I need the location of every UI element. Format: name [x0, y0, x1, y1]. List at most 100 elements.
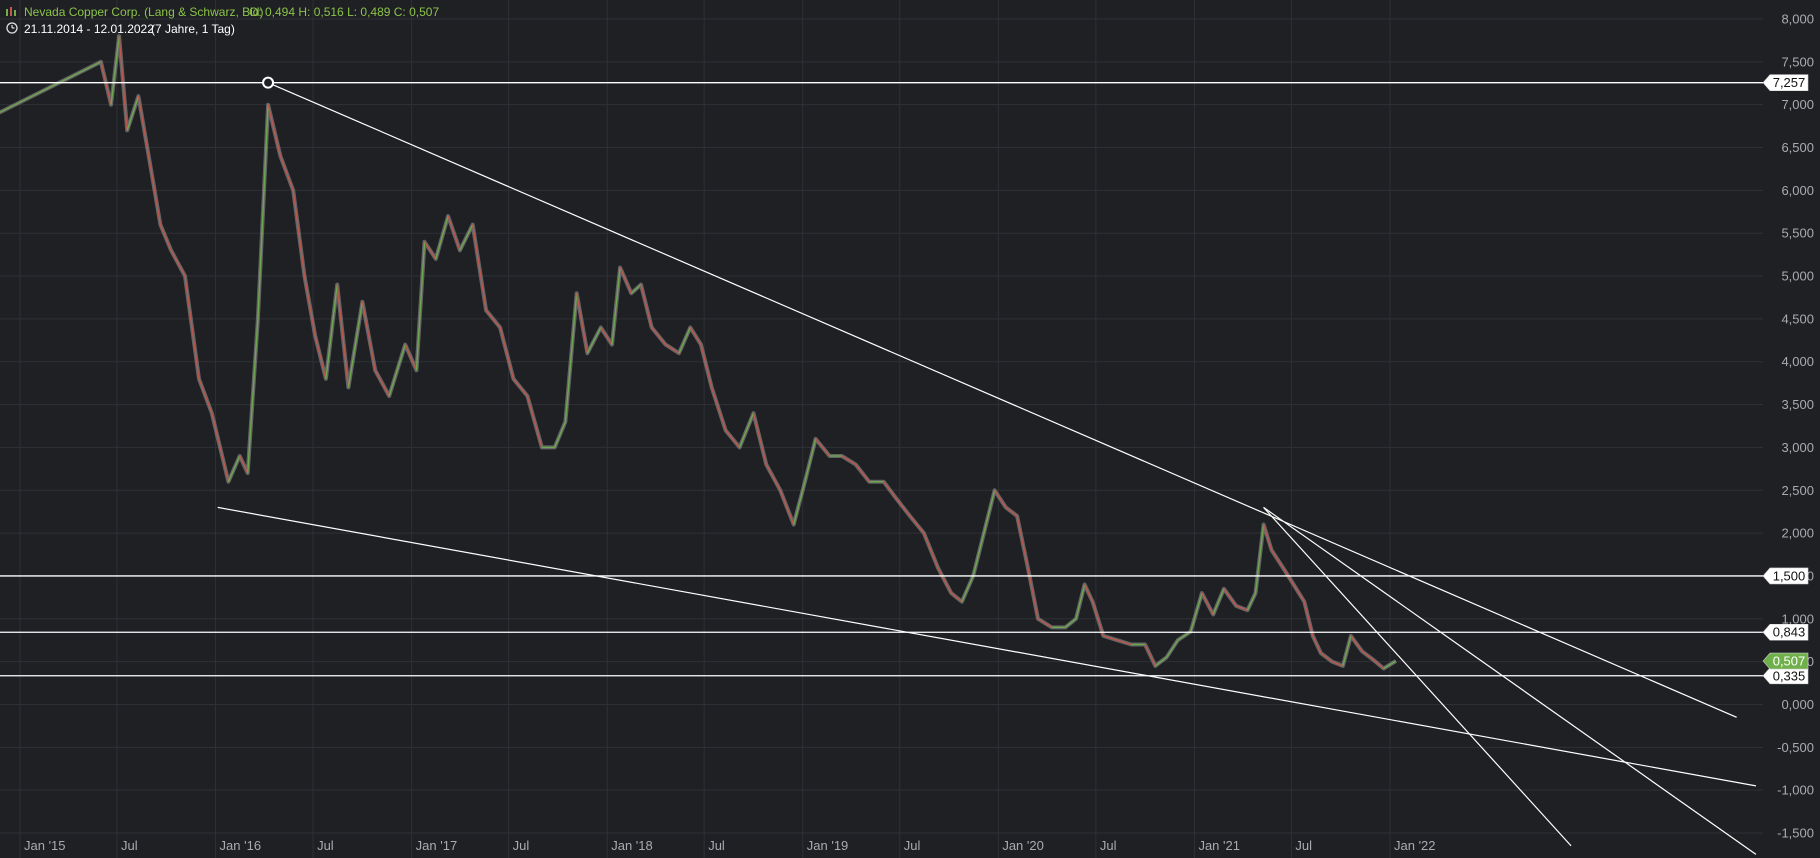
- x-axis[interactable]: Jan '15 Jul Jan '16 Jul Jan '17 Jul Jan '18 Jul…: [24, 838, 1436, 853]
- price-segment-down: [1144, 644, 1156, 667]
- price-segment-down: [361, 301, 376, 371]
- price-segment-down: [526, 395, 543, 448]
- trendline: [1263, 506, 1572, 847]
- level-tag-label: 1,500: [1773, 568, 1806, 583]
- price-segment-down: [883, 481, 898, 500]
- price-segment-up: [1064, 618, 1077, 628]
- ohlc-values: O: 0,494 H: 0,516 L: 0,489 C: 0,507: [249, 5, 439, 19]
- price-segment-up: [564, 293, 578, 422]
- price-segment-up: [126, 95, 140, 131]
- trendlines: [217, 76, 1757, 855]
- price-segment-down: [1037, 618, 1053, 628]
- price-series: [0, 34, 1397, 671]
- price-segment-down: [640, 284, 653, 328]
- price-segment-up: [1177, 631, 1192, 641]
- price-segment-down: [619, 267, 632, 294]
- last-price-tag-box: [1762, 652, 1809, 670]
- level-tag-box: [1762, 667, 1809, 685]
- price-segment-down: [303, 275, 316, 337]
- last-price-tag-label: 0,507: [1773, 654, 1806, 669]
- price-segment-down: [512, 378, 528, 397]
- price-segment-up: [983, 490, 996, 534]
- price-segment-up: [415, 241, 426, 371]
- x-tick-label: Jan '18: [611, 838, 653, 853]
- price-segment-down: [725, 429, 741, 448]
- y-tick-label: 7,500: [1781, 54, 1814, 69]
- price-segment-down: [314, 335, 327, 380]
- price-segment-up: [459, 224, 474, 251]
- price-segment-up: [1342, 635, 1352, 667]
- y-tick-label: 6,500: [1781, 140, 1814, 155]
- price-segment-down: [472, 224, 487, 311]
- y-tick-label: 6,000: [1781, 183, 1814, 198]
- x-tick-label: Jul: [121, 838, 138, 853]
- price-segment-up: [961, 575, 974, 602]
- price-segment-up: [972, 532, 985, 577]
- x-tick-label: Jul: [513, 838, 530, 853]
- price-segment-up: [554, 421, 567, 448]
- price-segment-down: [923, 532, 939, 568]
- price-segment-down: [855, 464, 870, 483]
- price-segment-down: [1320, 652, 1333, 663]
- price-segment-up: [1246, 592, 1257, 611]
- y-tick-label: 5,500: [1781, 226, 1814, 241]
- price-segment-down: [1091, 601, 1105, 637]
- price-segment-down: [1235, 605, 1248, 611]
- price-segment-down: [292, 190, 306, 277]
- price-segment-down: [423, 241, 437, 260]
- price-segment-down: [1303, 601, 1314, 637]
- price-segment-up: [1190, 592, 1203, 632]
- trendline: [1263, 506, 1757, 855]
- level-tag-box: [1762, 567, 1809, 585]
- grid-lines: [0, 0, 1763, 858]
- x-tick-label: Jul: [904, 838, 921, 853]
- price-segment-down: [149, 164, 162, 225]
- y-tick-label: 4,500: [1781, 311, 1814, 326]
- price-segment-down: [137, 95, 151, 165]
- price-segment-up: [792, 481, 806, 525]
- price-segment-down: [374, 369, 390, 397]
- clock-icon: [6, 22, 18, 34]
- candlestick-icon[interactable]: [6, 7, 16, 16]
- y-tick-label: 5,000: [1781, 269, 1814, 284]
- trendline: [217, 506, 1757, 787]
- price-segment-up: [0, 61, 102, 114]
- price-segment-down: [170, 250, 186, 277]
- chart-header: Nevada Copper Corp. (Lang & Schwarz, Bid…: [6, 5, 439, 36]
- price-segment-down: [950, 592, 963, 603]
- trendline-anchor-handle: [262, 76, 275, 89]
- price-segment-down: [752, 412, 768, 465]
- price-segment-up: [586, 327, 602, 354]
- y-tick-label: 1,000: [1781, 611, 1814, 626]
- price-segment-down: [267, 104, 282, 157]
- price-segment-up: [1212, 588, 1225, 615]
- x-tick-label: Jan '16: [220, 838, 262, 853]
- y-tick-label: 3,000: [1781, 440, 1814, 455]
- y-axis-panel[interactable]: [1763, 0, 1820, 858]
- y-tick-label: 0,000: [1781, 697, 1814, 712]
- price-segment-up: [1383, 660, 1397, 670]
- x-tick-label: Jul: [708, 838, 725, 853]
- price-segment-down: [404, 344, 418, 371]
- x-tick-label: Jan '22: [1394, 838, 1436, 853]
- price-segment-down: [1350, 635, 1363, 652]
- price-segment-down: [1016, 515, 1029, 568]
- price-segment-down: [895, 498, 911, 517]
- level-tag-box: [1762, 623, 1809, 641]
- price-segment-up: [247, 318, 259, 474]
- price-segment-down: [909, 515, 925, 534]
- price-segment-down: [279, 155, 294, 191]
- y-tick-label: -1,500: [1777, 826, 1814, 841]
- price-segment-down: [1201, 592, 1214, 615]
- price-segment-up: [257, 104, 269, 319]
- x-tick-label: Jan '15: [24, 838, 66, 853]
- y-tick-label: -1,000: [1777, 783, 1814, 798]
- price-segment-up: [678, 327, 691, 354]
- x-tick-label: Jul: [317, 838, 334, 853]
- horizontal-levels: [0, 82, 1766, 677]
- price-segment-up: [1154, 656, 1168, 667]
- price-segment-down: [159, 224, 172, 251]
